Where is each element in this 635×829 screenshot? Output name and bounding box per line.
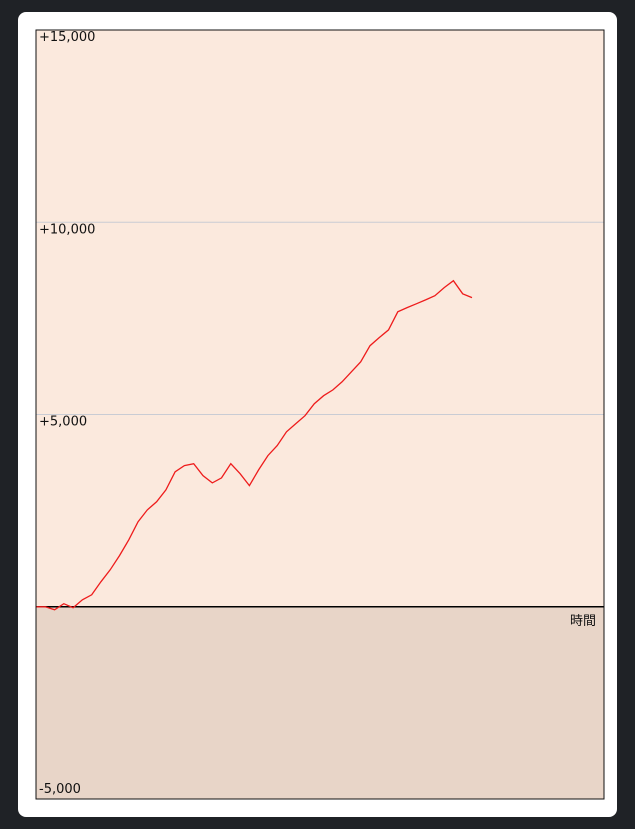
y-tick-label: +10,000 <box>39 222 95 237</box>
y-tick-label: +5,000 <box>39 415 87 430</box>
y-tick-label: +15,000 <box>39 30 95 45</box>
plot-border <box>35 29 605 800</box>
plot-positive <box>36 30 604 607</box>
y-tick-label: -5,000 <box>39 782 81 797</box>
data-line <box>36 279 473 611</box>
plot-negative <box>36 606 604 799</box>
x-axis-label: 時間 <box>570 614 596 629</box>
